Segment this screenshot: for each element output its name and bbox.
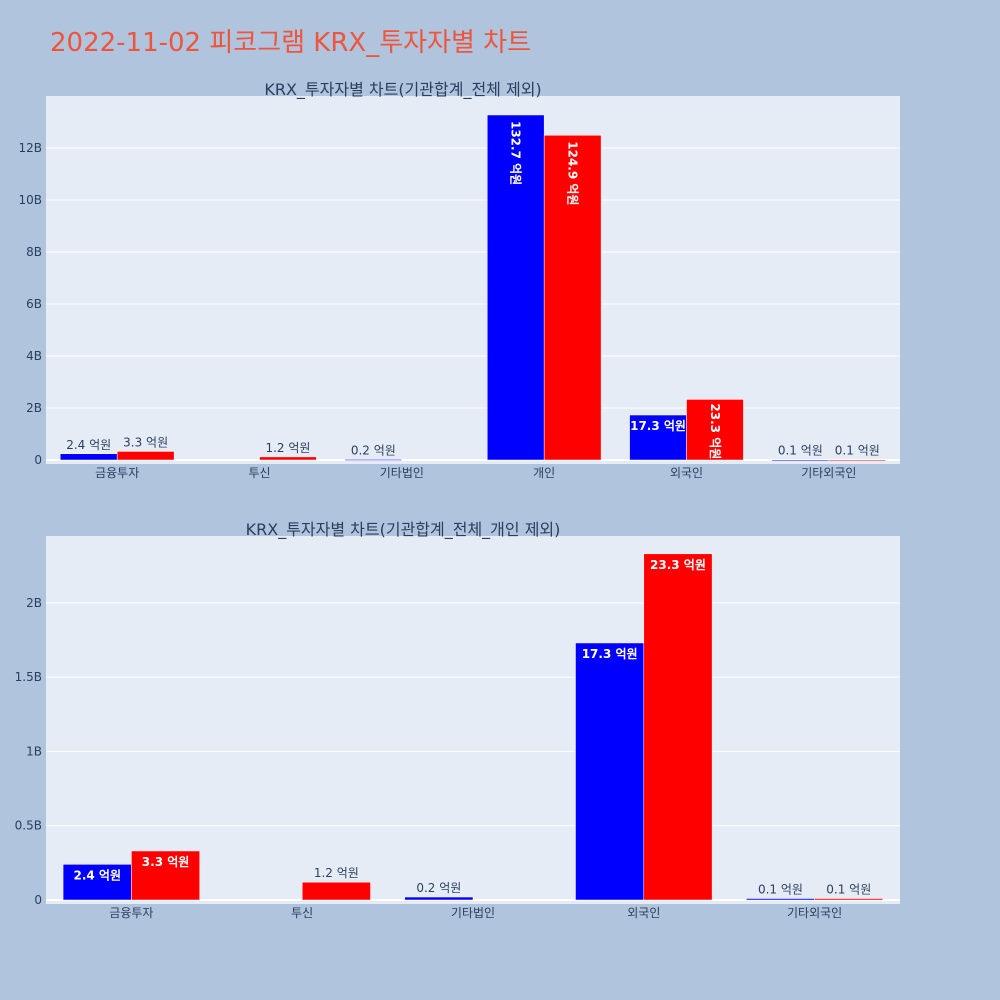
x-tick-label: 투신	[248, 466, 270, 480]
bar-series-2	[131, 850, 200, 901]
x-tick-label: 기타법인	[380, 466, 424, 480]
data-label: 2.4 억원	[66, 438, 111, 452]
data-label: 0.1 억원	[835, 444, 880, 458]
data-label: 0.2 억원	[416, 881, 461, 895]
bar-series-2	[259, 456, 317, 461]
y-tick-label: 1.5B	[15, 670, 42, 684]
y-tick-label: 8B	[26, 245, 42, 259]
y-tick-label: 0	[34, 893, 42, 907]
bar-series-1	[62, 864, 132, 901]
x-tick-label: 투신	[291, 906, 313, 920]
y-tick-label: 4B	[26, 349, 42, 363]
x-tick-label: 개인	[533, 466, 555, 480]
data-label: 132.7 억원	[509, 121, 523, 185]
data-label: 3.3 억원	[123, 435, 168, 449]
bar-series-1	[404, 896, 474, 901]
data-label: 0.1 억원	[778, 444, 823, 458]
data-label: 1.2 억원	[265, 441, 310, 455]
y-tick-label: 0.5B	[15, 819, 42, 833]
y-tick-label: 10B	[18, 193, 42, 207]
data-label: 0.2 억원	[351, 443, 396, 457]
bar-series-2	[543, 135, 602, 461]
page-title: 2022-11-02 피코그램 KRX_투자자별 차트	[50, 28, 532, 58]
data-label: 124.9 억원	[566, 141, 580, 205]
x-tick-label: 기타외국인	[787, 906, 842, 920]
y-tick-label: 0	[34, 453, 42, 467]
subplot-title: KRX_투자자별 차트(기관합계_전체_개인 제외)	[246, 520, 561, 540]
bar-series-2	[643, 553, 713, 901]
bar-series-2	[828, 459, 887, 461]
bar-series-2	[814, 898, 884, 901]
x-tick-label: 외국인	[627, 906, 660, 920]
x-tick-label: 기타외국인	[801, 466, 856, 480]
data-label: 0.1 억원	[826, 883, 871, 897]
bar-series-2	[301, 881, 371, 901]
data-label: 1.2 억원	[314, 866, 359, 880]
x-tick-label: 기타법인	[451, 906, 495, 920]
bar-series-2	[686, 399, 744, 461]
bar-series-1	[575, 642, 645, 901]
y-tick-label: 2B	[26, 401, 42, 415]
data-label: 17.3 억원	[630, 419, 686, 433]
plot-area	[46, 96, 900, 464]
chart-investor-excl-individual: 0 0.5B 1B 1.5B 2B KRX_투자자별 차트(기관합계_전체_개인 제외) 금…	[15, 520, 900, 920]
bar-series-1	[771, 459, 830, 461]
bar-series-1	[629, 414, 687, 461]
y-tick-label: 2B	[26, 596, 42, 610]
y-tick-label: 1B	[26, 744, 42, 758]
bar-series-1	[746, 898, 815, 901]
bar-series-1	[344, 459, 403, 461]
y-tick-label: 12B	[18, 141, 42, 155]
data-label: 0.1 억원	[758, 883, 803, 897]
bar-series-2	[116, 451, 175, 461]
data-label: 23.3 억원	[650, 558, 706, 572]
y-tick-label: 6B	[26, 297, 42, 311]
plot-area	[46, 536, 900, 904]
data-label: 23.3 억원	[708, 403, 722, 459]
x-tick-label: 외국인	[670, 466, 703, 480]
subplot-title: KRX_투자자별 차트(기관합계_전체 제외)	[264, 80, 541, 100]
x-tick-label: 금융투자	[95, 466, 139, 480]
x-tick-label: 금융투자	[109, 906, 153, 920]
bar-series-1	[59, 453, 118, 461]
data-label: 17.3 억원	[582, 647, 638, 661]
data-label: 3.3 억원	[142, 855, 190, 869]
data-label: 2.4 억원	[73, 868, 121, 882]
chart-investor-all: 0 2B 4B 6B 8B 10B 12B KRX_투자자별 차트(기관합계_전체 제외) 금융…	[18, 80, 900, 480]
bar-series-1	[486, 114, 545, 461]
